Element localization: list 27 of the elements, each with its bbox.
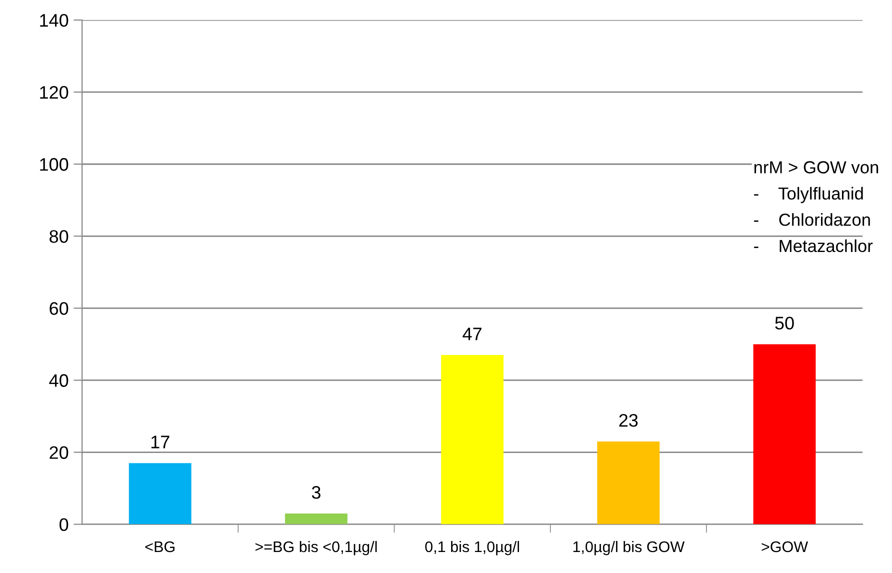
y-tick-label: 0 [60, 518, 68, 532]
annotation: nrM > GOW von [754, 161, 878, 174]
x-tick-label: >=BG bis <0,1µg/l [255, 540, 377, 556]
bar [753, 344, 816, 524]
data-label: 50 [775, 316, 794, 330]
x-tick-label: 0,1 bis 1,0µg/l [425, 540, 520, 556]
data-label: 17 [151, 436, 170, 448]
y-tick-label: 80 [50, 230, 68, 243]
x-tick-label: <BG [145, 541, 174, 552]
annotation: - Metazachlor [754, 239, 873, 252]
bar [441, 355, 504, 524]
annotation: - Chloridazon [754, 213, 870, 226]
y-tick-label: 60 [50, 302, 68, 315]
y-tick-label: 100 [40, 158, 68, 171]
bar [597, 441, 660, 524]
y-tick-label: 140 [40, 14, 68, 27]
annotation: - Tolylfluanid [754, 186, 863, 204]
data-label: 47 [462, 328, 482, 340]
x-tick-label: 1,0µg/l bis GOW [573, 540, 685, 556]
y-tick-label: 120 [40, 86, 68, 99]
y-tick-label: 20 [50, 446, 68, 459]
x-tick-label: >GOW [762, 541, 808, 552]
bar [284, 513, 348, 524]
data-label: 23 [619, 414, 638, 427]
data-label: 3 [312, 486, 320, 499]
y-tick-label: 40 [49, 374, 68, 387]
bar [128, 463, 192, 524]
